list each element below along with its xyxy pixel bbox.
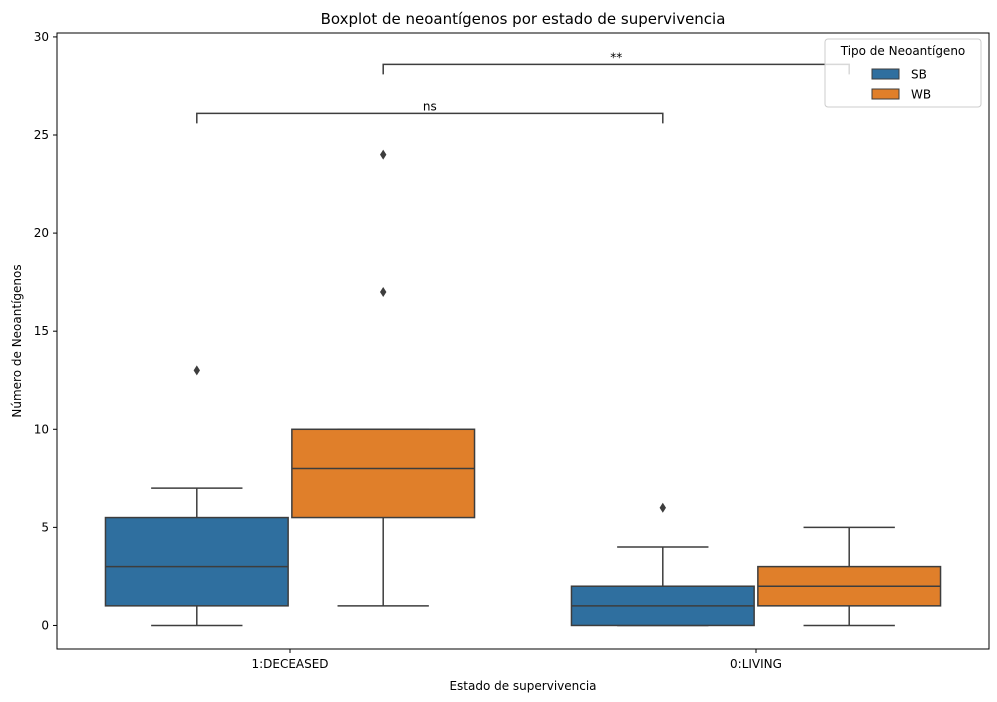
significance-label: ** <box>610 50 622 64</box>
significance-label: ns <box>423 99 437 113</box>
y-tick-label: 30 <box>34 30 49 44</box>
y-tick-label: 25 <box>34 128 49 142</box>
legend-swatch-WB <box>871 88 900 100</box>
legend-label-WB: WB <box>911 88 931 102</box>
legend-swatch-SB <box>871 68 900 80</box>
outlier-point <box>659 502 666 513</box>
y-tick-label: 20 <box>34 226 49 240</box>
bracket-line <box>196 112 664 124</box>
box-SB-0:LIVING <box>570 502 755 627</box>
y-tick-label: 15 <box>34 324 49 338</box>
y-axis-label: Número de Neoantígenos <box>10 264 24 417</box>
axes: 0 5 10 15 20 25 30 1:DECEASED 0:LIVING <box>34 30 990 671</box>
legend-label-SB: SB <box>911 68 927 82</box>
legend: Tipo de Neoantígeno SB WB <box>824 38 982 108</box>
iqr-box <box>104 516 289 607</box>
outlier-point <box>380 149 387 160</box>
box-SB-1:DECEASED <box>104 365 289 627</box>
x-axis-label: Estado de supervivencia <box>449 679 596 693</box>
plot-frame <box>56 32 990 650</box>
bracket-line <box>382 63 850 75</box>
legend-title: Tipo de Neoantígeno <box>840 44 966 58</box>
iqr-box <box>291 428 476 519</box>
legend-frame <box>824 38 982 108</box>
y-tick-label: 0 <box>41 618 49 632</box>
plot-area: ns ** <box>104 50 942 627</box>
significance-bracket: ns <box>196 99 664 124</box>
significance-bracket: ** <box>382 50 850 75</box>
y-tick-label: 10 <box>34 422 49 436</box>
box-WB-0:LIVING <box>757 526 942 627</box>
x-tick-label: 1:DECEASED <box>251 657 328 671</box>
y-tick-label: 5 <box>41 520 49 534</box>
chart-title: Boxplot de neoantígenos por estado de su… <box>321 10 726 28</box>
x-tick-label: 0:LIVING <box>730 657 782 671</box>
outlier-point <box>380 286 387 297</box>
box-WB-1:DECEASED <box>291 149 476 607</box>
outlier-point <box>193 365 200 376</box>
